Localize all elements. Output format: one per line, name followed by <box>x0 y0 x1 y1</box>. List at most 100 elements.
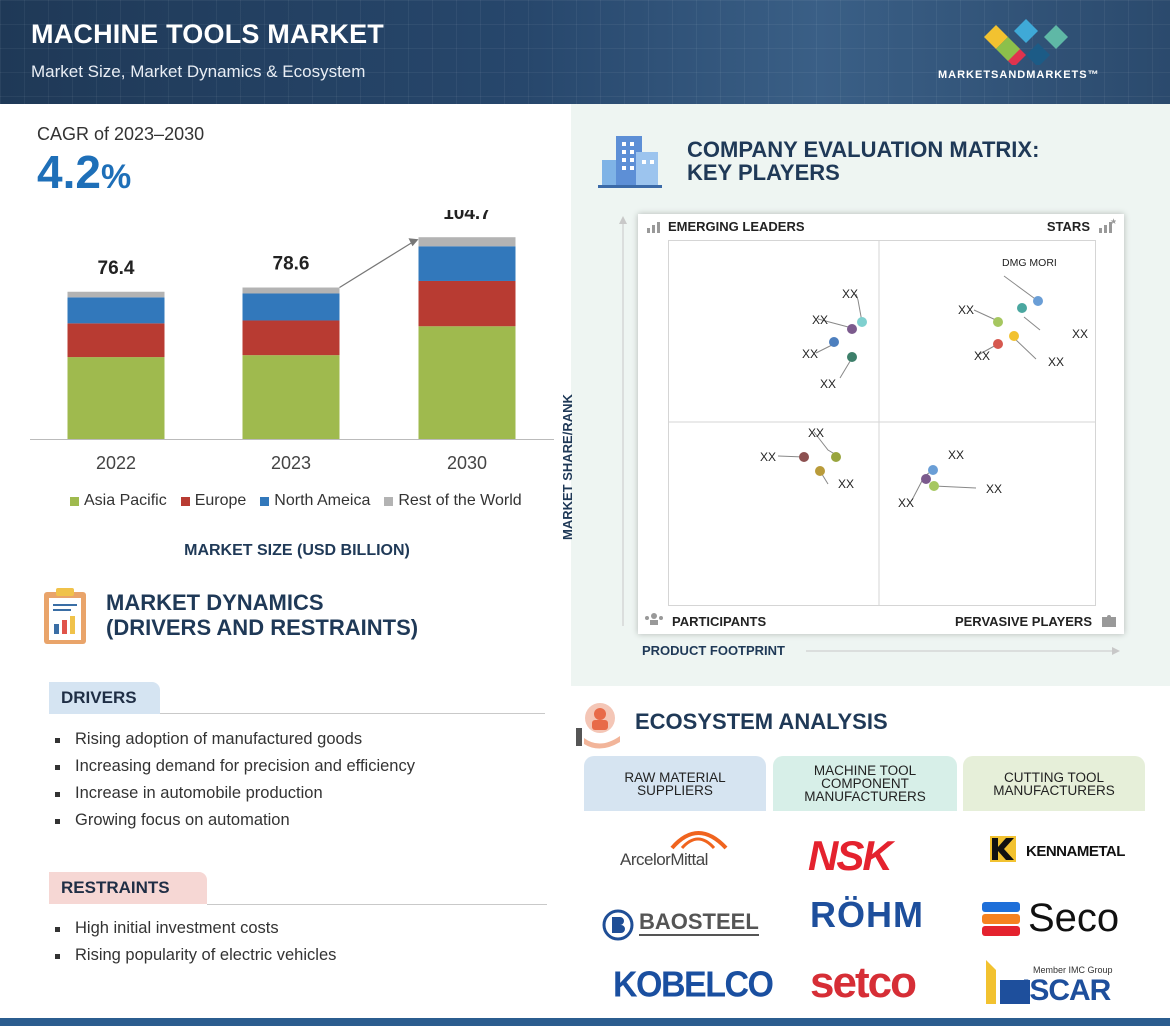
header-background-pattern <box>0 0 1170 104</box>
cagr-number: 4.2 <box>37 146 101 198</box>
logo-nsk: NSK <box>808 832 893 879</box>
ecosystem-people-icon <box>576 703 620 749</box>
quadrant-label-pervasive-players: PERVASIVE PLAYERS <box>954 614 1092 629</box>
legend-item-asia-pacific: Asia Pacific <box>70 492 167 510</box>
market-dynamics-title-line2: (DRIVERS AND RESTRAINTS) <box>106 615 419 640</box>
company-label: XX <box>838 477 854 491</box>
legend-swatch <box>260 496 270 506</box>
x-axis-label: PRODUCT FOOTPRINT <box>642 643 785 658</box>
driver-item: Rising adoption of manufactured goods <box>49 726 415 753</box>
company-label: XX <box>1048 355 1064 369</box>
driver-item: Growing focus on automation <box>49 807 415 834</box>
x-tick-label: 2023 <box>271 453 311 473</box>
company-dot <box>1033 296 1043 306</box>
chart-legend: Asia Pacific Europe North Ameica Rest of… <box>70 492 522 510</box>
driver-item: Increasing demand for precision and effi… <box>49 753 415 780</box>
company-dot <box>857 317 867 327</box>
market-dynamics-title: MARKET DYNAMICS (DRIVERS AND RESTRAINTS) <box>106 590 418 640</box>
ecosystem-title: ECOSYSTEM ANALYSIS <box>635 709 888 734</box>
iscar-tagline: Member IMC Group <box>1033 965 1113 975</box>
company-dot <box>928 465 938 475</box>
growth-arrow-head <box>408 238 419 247</box>
logo-seco: Seco <box>1028 896 1120 940</box>
market-dynamics-title-line1: MARKET DYNAMICS <box>106 590 324 615</box>
company-dot <box>993 339 1003 349</box>
drivers-list: Rising adoption of manufactured goods In… <box>49 726 415 834</box>
company-dot <box>847 324 857 334</box>
bar-segment-rest-of-the-world <box>418 237 516 247</box>
y-axis-arrow <box>619 216 627 626</box>
logo-iscar: ISCAR <box>1022 974 1111 1007</box>
company-dot <box>1009 331 1019 341</box>
matrix-title-line2: KEY PLAYERS <box>687 160 840 185</box>
puzzle-icon <box>1102 615 1116 627</box>
restraint-item: Rising popularity of electric vehicles <box>49 942 336 969</box>
drivers-heading: DRIVERS <box>49 682 160 714</box>
driver-item: Increase in automobile production <box>49 780 415 807</box>
company-label: XX <box>760 450 776 464</box>
matrix-dots: XX XX XX XX XX XX XX XX XX XX XX XX XX XX DMG MORI <box>760 257 1088 510</box>
emerging-leaders-icon <box>647 222 660 233</box>
company-dot <box>993 317 1003 327</box>
bar-segment-north-ameica <box>67 297 165 324</box>
x-tick-label: 2022 <box>96 453 136 473</box>
bar-segment-europe <box>67 323 165 358</box>
quadrant-label-emerging-leaders: EMERGING LEADERS <box>668 219 805 234</box>
ecosystem-column-raw-material: RAW MATERIAL SUPPLIERS <box>584 756 766 811</box>
brand-logo-icon <box>984 19 1068 65</box>
logo-rohm: RÖHM <box>810 894 924 935</box>
company-dot <box>921 474 931 484</box>
restraints-list: High initial investment costs Rising pop… <box>49 915 336 969</box>
cagr-unit: % <box>100 158 132 196</box>
restraint-item: High initial investment costs <box>49 915 336 942</box>
legend-label: Europe <box>194 492 247 509</box>
company-label: XX <box>958 303 974 317</box>
page-subtitle: Market Size, Market Dynamics & Ecosystem <box>31 62 366 81</box>
bar-segment-asia-pacific <box>67 357 165 439</box>
company-dot <box>831 452 841 462</box>
brand-name: MARKETSANDMARKETS™ <box>938 69 1100 81</box>
legend-label: North Ameica <box>274 492 371 509</box>
bar-segment-north-ameica <box>418 246 516 281</box>
footer-bar <box>0 1018 1170 1026</box>
matrix-title-line1: COMPANY EVALUATION MATRIX: <box>687 137 1040 162</box>
svg-text:★: ★ <box>1110 218 1116 226</box>
logo-arcelormittal: ArcelorMittal <box>620 850 708 869</box>
bar-total-label: 78.6 <box>273 254 310 275</box>
evaluation-matrix: EMERGING LEADERS STARS ★ PARTICIPANTS PE… <box>638 214 1124 634</box>
clipboard-chart-icon <box>44 588 86 644</box>
x-axis-arrow <box>806 647 1120 655</box>
bar-total-label: 104.7 <box>443 210 491 224</box>
logo-baosteel: BAOSTEEL <box>639 909 759 936</box>
company-label: XX <box>1072 327 1088 341</box>
bar-segment-europe <box>418 280 516 327</box>
bar-segment-asia-pacific <box>418 326 516 439</box>
company-label: XX <box>820 377 836 391</box>
kennametal-logo-icon <box>990 836 1016 862</box>
chart-caption: MARKET SIZE (USD BILLION) <box>184 542 410 559</box>
market-size-bar-chart: 76.4 2022 78.6 2023 104.7 2030 <box>30 210 554 473</box>
company-label: XX <box>986 482 1002 496</box>
cagr-label: CAGR of 2023–2030 <box>37 124 205 144</box>
stars-icon: ★ <box>1099 218 1116 233</box>
matrix-title: COMPANY EVALUATION MATRIX: KEY PLAYERS <box>687 138 1039 184</box>
seco-logo-icon <box>982 902 1020 936</box>
participants-icon <box>645 613 663 625</box>
ecosystem-column-components: MACHINE TOOL COMPONENT MANUFACTURERS <box>773 756 957 811</box>
company-label: XX <box>812 313 828 327</box>
company-label: XX <box>948 448 964 462</box>
legend-swatch <box>180 496 190 506</box>
bar-total-label: 76.4 <box>98 258 135 279</box>
bar-segment-rest-of-the-world <box>67 291 165 298</box>
legend-swatch <box>70 496 79 506</box>
bar-segment-asia-pacific <box>242 355 340 439</box>
company-dot <box>829 337 839 347</box>
company-dot <box>847 352 857 362</box>
legend-item-north-america: North Ameica <box>260 492 370 510</box>
logo-kennametal: KENNAMETAL <box>1026 843 1125 860</box>
company-dot <box>1017 303 1027 313</box>
ecosystem-column-cutting-tools: CUTTING TOOL MANUFACTURERS <box>963 756 1145 811</box>
legend-item-rest-of-world: Rest of the World <box>384 492 522 510</box>
company-dot <box>799 452 809 462</box>
bar-segment-europe <box>242 320 340 356</box>
